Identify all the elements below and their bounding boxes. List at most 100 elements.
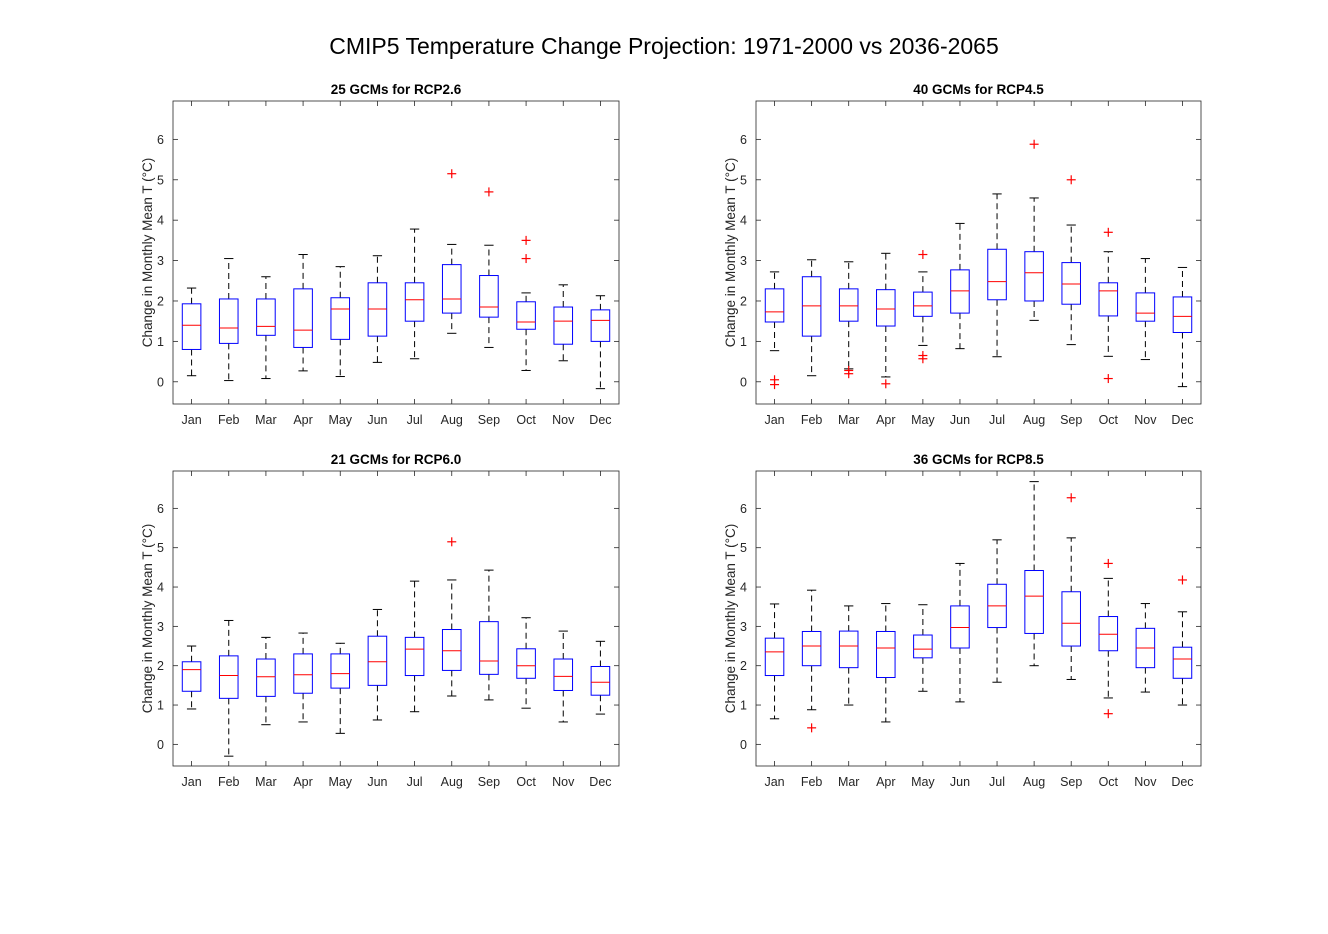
x-tick-label: Nov	[1134, 413, 1157, 427]
y-tick-label: 1	[740, 335, 747, 349]
outlier-marker	[807, 723, 817, 733]
x-tick-label: Mar	[255, 413, 277, 427]
box-oct	[1098, 227, 1119, 384]
iqr-box	[218, 298, 239, 344]
y-tick-label: 3	[740, 620, 747, 634]
y-tick-label: 2	[157, 294, 164, 308]
y-tick-label: 0	[157, 738, 164, 752]
iqr-box	[838, 288, 859, 322]
x-tick-label: Sep	[1060, 413, 1082, 427]
x-tick-label: Feb	[218, 413, 240, 427]
outlier-marker	[521, 235, 531, 245]
subplot-rcp60: 0 1 2 3 4 5 6 Jan Feb Mar Apr May Jun Jul Aug Sep Oct Nov…	[140, 452, 620, 789]
iqr-box	[1172, 296, 1193, 333]
x-tick-label: Mar	[255, 775, 277, 789]
box-dec	[1172, 266, 1193, 388]
x-tick-label: Jul	[407, 775, 423, 789]
y-axis-label: Change in Monthly Mean T (°C)	[140, 158, 155, 348]
iqr-box	[330, 297, 351, 340]
iqr-box	[293, 288, 313, 348]
x-tick-label: May	[911, 775, 935, 789]
iqr-box	[1135, 292, 1156, 322]
box-jun	[950, 562, 970, 703]
iqr-box	[590, 665, 611, 696]
iqr-box	[913, 291, 933, 317]
iqr-box	[950, 605, 970, 649]
outlier-marker	[447, 537, 457, 547]
box-feb	[801, 259, 822, 377]
x-tick-label: Mar	[838, 775, 860, 789]
box-may	[330, 266, 351, 378]
iqr-box	[1061, 262, 1081, 305]
x-tick-label: Feb	[801, 413, 823, 427]
y-tick-label: 6	[157, 502, 164, 516]
outlier-marker	[770, 380, 780, 390]
subplot-rcp45: 0 1 2 3 4 5 6 Jan Feb Mar Apr May Jun Jul Aug Sep Oct Nov…	[723, 82, 1202, 427]
iqr-box	[330, 653, 351, 689]
x-tick-label: Jan	[764, 775, 784, 789]
iqr-box	[404, 282, 425, 322]
x-tick-label: Aug	[1023, 413, 1045, 427]
box-jan	[181, 287, 202, 377]
box-apr	[293, 632, 313, 723]
y-tick-label: 6	[157, 133, 164, 147]
y-tick-label: 3	[157, 620, 164, 634]
y-tick-label: 0	[157, 375, 164, 389]
x-tick-label: Oct	[516, 413, 536, 427]
box-apr	[293, 254, 313, 372]
x-tick-label: Jan	[182, 775, 202, 789]
box-feb	[218, 258, 239, 382]
box-mar	[256, 276, 276, 380]
box-oct	[516, 235, 536, 371]
box-feb	[801, 589, 822, 733]
y-tick-label: 1	[740, 699, 747, 713]
box-jan	[181, 645, 202, 710]
box-aug	[1024, 481, 1044, 667]
outlier-marker	[1103, 227, 1113, 237]
iqr-box	[218, 655, 239, 699]
x-tick-label: Jan	[182, 413, 202, 427]
outlier-marker	[1177, 575, 1187, 585]
x-tick-label: Oct	[1099, 775, 1119, 789]
box-sep	[1061, 493, 1081, 680]
iqr-box	[764, 288, 785, 323]
x-tick-label: Jul	[407, 413, 423, 427]
iqr-box	[479, 621, 499, 675]
plot-area	[755, 100, 1202, 405]
y-tick-label: 4	[157, 581, 164, 595]
plot-area	[172, 100, 620, 405]
box-jul	[987, 539, 1007, 683]
box-jul	[404, 228, 425, 360]
figure-title: CMIP5 Temperature Change Projection: 197…	[329, 33, 999, 59]
x-tick-label: Feb	[218, 775, 240, 789]
y-tick-label: 1	[157, 335, 164, 349]
box-mar	[838, 261, 859, 379]
box-oct	[1098, 558, 1119, 719]
box-jun	[367, 255, 388, 363]
y-tick-label: 2	[740, 294, 747, 308]
y-axis-label: Change in Monthly Mean T (°C)	[140, 524, 155, 714]
outlier-marker	[447, 169, 457, 179]
outlier-marker	[1066, 175, 1076, 185]
x-tick-label: May	[328, 775, 352, 789]
box-mar	[838, 605, 859, 706]
iqr-box	[1172, 646, 1193, 679]
box-nov	[553, 630, 574, 723]
iqr-box	[181, 661, 202, 692]
y-axis-label: Change in Monthly Mean T (°C)	[723, 524, 738, 714]
iqr-box	[913, 634, 933, 659]
box-feb	[218, 619, 239, 757]
box-jan	[764, 603, 785, 720]
outlier-marker	[1066, 493, 1076, 503]
x-tick-label: Nov	[1134, 775, 1157, 789]
subplot-rcp85: 0 1 2 3 4 5 6 Jan Feb Mar Apr May Jun Jul Aug Sep Oct Nov…	[723, 452, 1202, 789]
x-tick-label: Mar	[838, 413, 860, 427]
box-dec	[1172, 575, 1193, 706]
y-tick-label: 6	[740, 133, 747, 147]
x-tick-label: Aug	[441, 775, 463, 789]
box-nov	[553, 284, 574, 362]
x-tick-label: May	[911, 413, 935, 427]
x-tick-label: Dec	[1171, 775, 1193, 789]
x-tick-label: Jun	[367, 413, 387, 427]
iqr-box	[1024, 251, 1044, 302]
